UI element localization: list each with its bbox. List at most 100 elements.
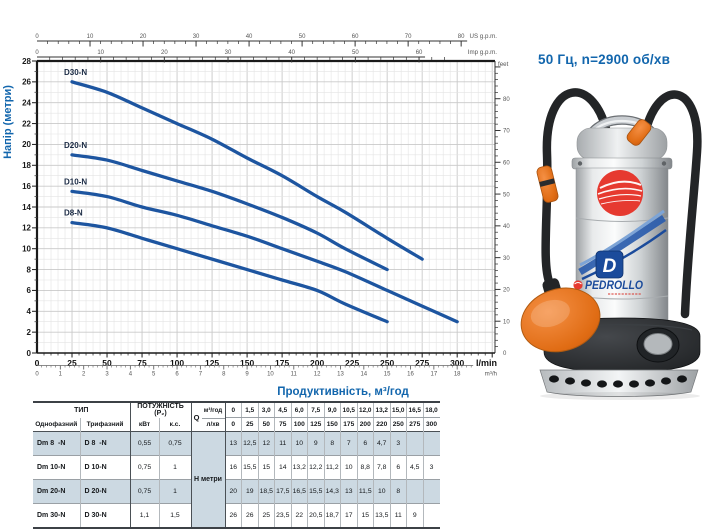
power-kw-value: 0,75 bbox=[129, 479, 159, 504]
flow-lmin-header: 220 bbox=[373, 417, 390, 432]
y-tick-label: 16 bbox=[22, 182, 31, 191]
head-value: 11,2 bbox=[323, 455, 341, 480]
m3h-tick-label: 6 bbox=[175, 372, 179, 378]
y-tick-label: 12 bbox=[22, 224, 31, 233]
head-value: 8 bbox=[389, 479, 407, 504]
strainer-base bbox=[539, 369, 699, 397]
head-value bbox=[406, 479, 423, 504]
m3h-tick-label: 7 bbox=[199, 372, 203, 378]
pump-model-three: D 20-N bbox=[79, 479, 130, 504]
lmin-tick-label: 250 bbox=[380, 358, 394, 368]
curve-label-D20-N: D20-N bbox=[64, 141, 87, 150]
power-hp-value: 1,5 bbox=[158, 503, 191, 528]
lmin-tick-label: 75 bbox=[137, 358, 147, 368]
lmin-tick-label: 25 bbox=[67, 358, 77, 368]
head-value: 10 bbox=[290, 431, 308, 456]
head-value: 3 bbox=[422, 455, 440, 480]
power-hp-value: 0,75 bbox=[158, 431, 191, 456]
head-unit-cell: Н метри bbox=[190, 431, 226, 528]
curve-label-D30-N: D30-N bbox=[64, 68, 87, 77]
m3h-tick-label: 15 bbox=[384, 372, 391, 378]
head-value: 16,5 bbox=[290, 479, 308, 504]
flow-lmin-header: 50 bbox=[257, 417, 275, 432]
three-phase-header: Трифазний bbox=[79, 417, 130, 432]
m3h-tick-label: 1 bbox=[59, 372, 63, 378]
axis-tick-label: 60 bbox=[416, 50, 423, 56]
head-value: 10 bbox=[340, 455, 357, 480]
m3h-tick-label: 17 bbox=[430, 372, 437, 378]
pump-cable-right bbox=[639, 90, 702, 319]
pump-model-single: Dm 30-N bbox=[33, 503, 80, 528]
feet-tick-label: 40 bbox=[503, 224, 510, 230]
lmin-unit: л/хв bbox=[206, 421, 220, 428]
head-value: 22 bbox=[290, 503, 308, 528]
lmin-tick-label: 175 bbox=[275, 358, 289, 368]
power-hp-value: 1 bbox=[158, 455, 191, 480]
curve-D30-N bbox=[70, 80, 424, 261]
head-value: 20,5 bbox=[307, 503, 324, 528]
pump-model-single: Dm 8 -N bbox=[33, 431, 80, 456]
head-value: 7 bbox=[340, 431, 357, 456]
head-value: 12 bbox=[257, 431, 275, 456]
head-value: 10 bbox=[373, 479, 390, 504]
feet-tick-label: 60 bbox=[503, 160, 510, 166]
head-value: 9 bbox=[307, 431, 324, 456]
single-phase-header: Однофазний bbox=[35, 420, 78, 428]
head-value: 12,5 bbox=[241, 431, 258, 456]
axis-tick-label: 60 bbox=[352, 34, 359, 40]
head-value: 15,5 bbox=[241, 455, 258, 480]
axis-tick-label: 50 bbox=[299, 34, 306, 40]
axis-tick-label: 10 bbox=[97, 50, 104, 56]
head-value: 17 bbox=[340, 503, 357, 528]
head-value: 11 bbox=[274, 431, 291, 456]
head-value: 18,7 bbox=[323, 503, 341, 528]
collar-bolt bbox=[577, 161, 583, 166]
head-value: 11,5 bbox=[356, 479, 374, 504]
pedrollo-logo: PEDROLLO bbox=[573, 278, 644, 295]
feet-tick-label: 10 bbox=[503, 319, 510, 325]
flow-m3h-header: 6,0 bbox=[290, 402, 308, 418]
head-value: 3 bbox=[389, 431, 407, 456]
m3h-unit: м³/год bbox=[201, 404, 224, 419]
feet-tick-label: 50 bbox=[503, 192, 510, 198]
y-tick-label: 14 bbox=[22, 203, 31, 212]
head-value: 16 bbox=[224, 455, 242, 480]
flow-lmin-header: 300 bbox=[422, 417, 440, 432]
m3h-unit-label: m³/h bbox=[485, 371, 498, 378]
feet-tick-label: 30 bbox=[503, 256, 510, 262]
head-value: 14,3 bbox=[323, 479, 341, 504]
cable-clamp-right bbox=[626, 119, 652, 146]
cable-clamp-left bbox=[536, 165, 559, 203]
pump-photo: D PEDROLLO bbox=[520, 88, 702, 400]
m3h-tick-label: 14 bbox=[360, 372, 367, 378]
lmin-tick-label: 150 bbox=[240, 358, 254, 368]
pump-model-three: D 10-N bbox=[79, 455, 130, 480]
frequency-speed-title: 50 Гц, n=2900 об/хв bbox=[538, 52, 671, 67]
pump-model-three: D 8 -N bbox=[79, 431, 130, 456]
feet-tick-label: 20 bbox=[503, 288, 510, 294]
head-value: 14 bbox=[274, 455, 291, 480]
pump-model-single: Dm 20-N bbox=[33, 479, 80, 504]
lmin-tick-label: 50 bbox=[102, 358, 112, 368]
float-switch bbox=[520, 278, 601, 353]
curve-label-D10-N: D10-N bbox=[64, 177, 87, 186]
performance-chart: 0 2 4 6 8 10 12 14 16 18 20 22 24 26 28 Напір (метри) 0 1… bbox=[0, 24, 512, 406]
discharge-port-face bbox=[643, 333, 673, 355]
y-tick-label: 26 bbox=[22, 78, 31, 87]
us-gpm-unit-label: US g.p.m. bbox=[469, 33, 497, 40]
pump-collar bbox=[571, 157, 673, 170]
kw-header: кВт bbox=[129, 417, 159, 432]
m3h-tick-label: 13 bbox=[337, 372, 344, 378]
table-row: Dm 30-N D 30-N 1,1 1,5 26 26 25 23,5 22 20,5 18,7 1… bbox=[33, 503, 440, 528]
pump-dome-top bbox=[576, 127, 668, 161]
head-value: 15,5 bbox=[307, 479, 324, 504]
head-value: 15 bbox=[257, 455, 275, 480]
y-tick-label: 0 bbox=[27, 349, 32, 358]
y-tick-label: 10 bbox=[22, 245, 31, 254]
flow-m3h-header: 7,5 bbox=[307, 402, 324, 418]
axis-tick-label: 30 bbox=[225, 50, 232, 56]
power-kw-value: 0,55 bbox=[129, 431, 159, 456]
y-tick-label: 22 bbox=[22, 119, 31, 128]
lmin-tick-label: 125 bbox=[205, 358, 219, 368]
